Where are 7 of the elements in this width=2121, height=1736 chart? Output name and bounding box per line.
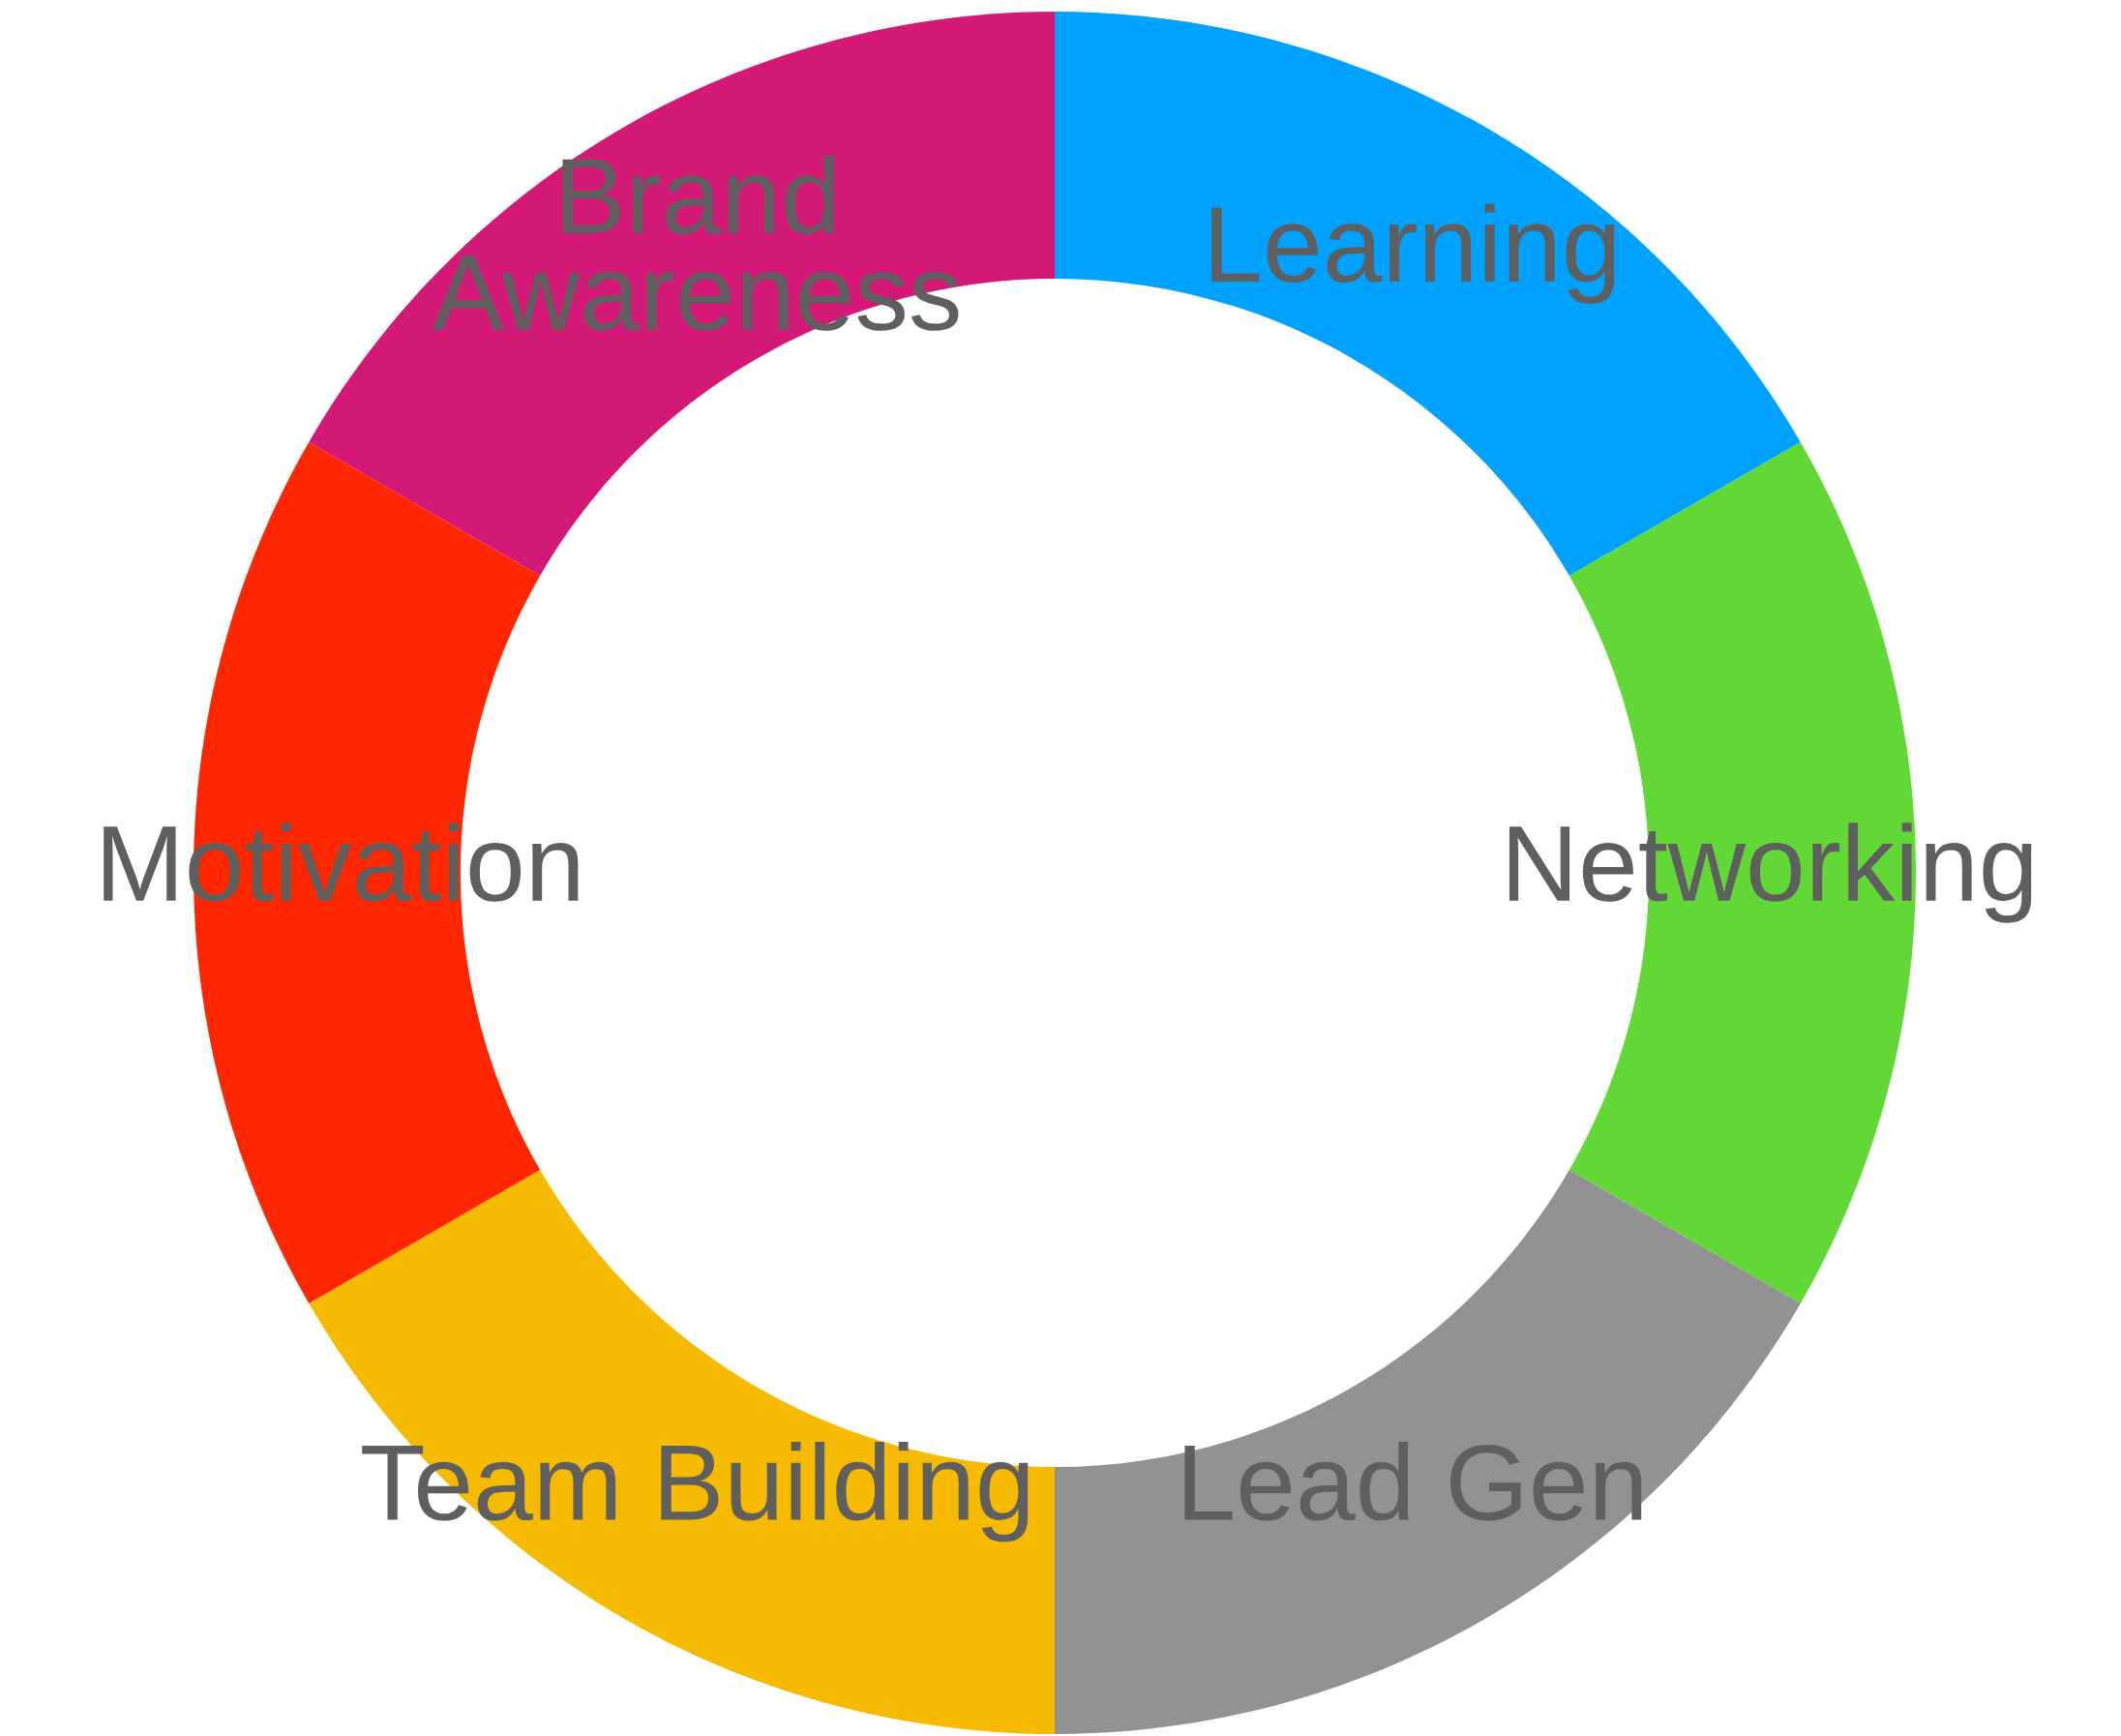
slice-label: Lead Gen [1184,1441,1642,1521]
donut-slice [309,12,1055,576]
donut-slice [309,1170,1055,1734]
slice-label: Learning [1211,203,1615,305]
donut-slice [1055,12,1801,576]
donut-slice [1055,1170,1801,1734]
slice-label: Brand Awareness [433,155,959,331]
